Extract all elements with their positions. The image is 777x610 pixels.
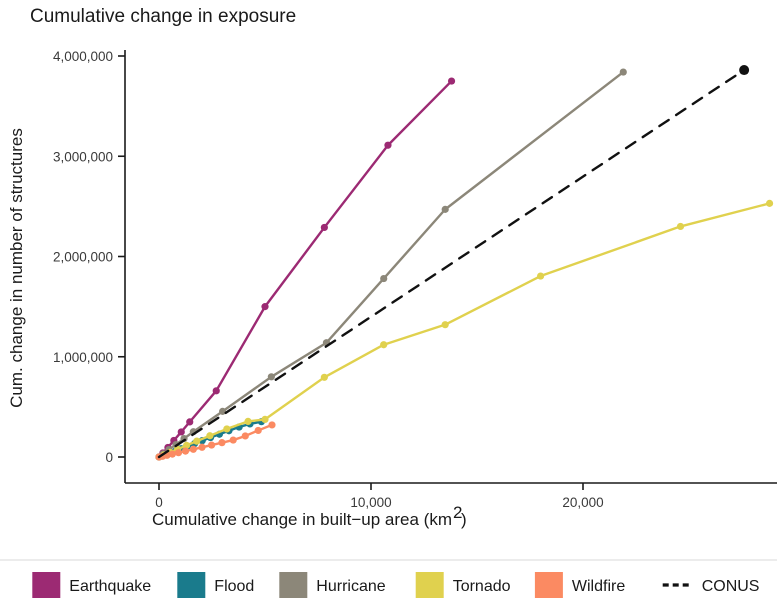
data-point-earthquake	[384, 141, 392, 149]
series-line-tornado	[157, 202, 771, 459]
x-tick-label: 0	[155, 495, 163, 510]
series-line-conus	[157, 68, 746, 459]
x-tick-label: 10,000	[350, 495, 391, 510]
legend-item-conus[interactable]: CONUS	[662, 578, 760, 595]
data-point-hurricane	[441, 205, 449, 213]
data-point-earthquake	[447, 77, 456, 85]
chart-title: Cumulative change in exposure	[30, 6, 296, 27]
data-point-tornado	[676, 222, 685, 231]
y-tick-label: 1,000,000	[53, 350, 113, 365]
legend-swatch-earthquake	[32, 572, 61, 598]
data-point-wildfire	[174, 449, 183, 457]
x-axis-title-main: Cumulative change in built−up area (km	[152, 510, 452, 529]
data-point-tornado	[244, 417, 252, 426]
series-conus	[157, 65, 750, 459]
legend-item-flood[interactable]: Flood	[177, 572, 254, 598]
data-point-wildfire	[229, 436, 237, 444]
x-tick-label: 20,000	[562, 495, 603, 510]
y-tick-label: 3,000,000	[53, 149, 113, 164]
data-point-earthquake	[261, 303, 269, 311]
data-point-hurricane	[380, 274, 388, 283]
data-point-tornado	[261, 415, 269, 424]
data-point-wildfire	[181, 447, 190, 455]
legend-label-flood: Flood	[214, 578, 254, 595]
legend-item-wildfire[interactable]: Wildfire	[534, 572, 625, 598]
y-tick-label: 0	[105, 450, 113, 465]
legend-swatch-tornado	[415, 572, 444, 598]
legend-item-tornado[interactable]: Tornado	[415, 572, 511, 598]
y-tick-label: 2,000,000	[53, 250, 113, 265]
svg-text:Cumulative change in built−up: Cumulative change in built−up area (km	[152, 510, 452, 529]
chart-legend: Earthquake Flood Hurricane Tornado Wildfire C…	[32, 572, 759, 598]
data-point-wildfire	[198, 443, 206, 451]
data-point-tornado	[206, 432, 214, 440]
data-point-hurricane	[619, 68, 627, 76]
data-point-earthquake	[186, 418, 194, 426]
y-axis-title: Cum. change in number of structures	[7, 128, 26, 408]
data-point-conus	[739, 65, 750, 76]
legend-item-hurricane[interactable]: Hurricane	[279, 572, 386, 598]
x-axis-ticks: 0 10,000 20,000	[155, 483, 604, 510]
legend-label-tornado: Tornado	[453, 578, 511, 595]
data-point-earthquake	[177, 428, 185, 436]
data-point-tornado	[441, 321, 449, 329]
data-point-wildfire	[189, 445, 197, 453]
legend-label-earthquake: Earthquake	[69, 578, 151, 595]
data-point-hurricane	[219, 407, 227, 415]
data-point-tornado	[380, 341, 388, 349]
y-tick-label: 4,000,000	[53, 49, 113, 64]
data-point-hurricane	[267, 373, 275, 381]
data-point-wildfire	[241, 432, 249, 440]
x-axis-title: Cumulative change in built−up area (km 2…	[152, 503, 467, 529]
data-point-tornado	[320, 373, 328, 381]
legend-swatch-flood	[177, 572, 206, 598]
x-axis-title-superscript: 2	[453, 503, 462, 522]
data-point-tornado	[537, 272, 545, 280]
plot-series-layer	[155, 65, 774, 461]
x-axis-title-tail: )	[461, 510, 467, 529]
data-point-tornado	[765, 199, 774, 207]
data-point-wildfire	[254, 426, 262, 435]
legend-label-wildfire: Wildfire	[572, 578, 625, 595]
legend-swatch-hurricane	[279, 572, 308, 598]
legend-item-earthquake[interactable]: Earthquake	[32, 572, 151, 598]
data-point-wildfire	[168, 450, 176, 458]
data-point-earthquake	[212, 387, 220, 395]
legend-label-hurricane: Hurricane	[316, 578, 385, 595]
data-point-wildfire	[207, 441, 216, 449]
legend-swatch-wildfire	[534, 572, 563, 598]
y-axis-ticks: 0 1,000,000 2,000,000 3,000,000 4,000,000	[53, 49, 125, 465]
data-point-earthquake	[320, 223, 328, 232]
data-point-tornado	[223, 425, 231, 433]
data-point-wildfire	[218, 439, 226, 447]
data-point-wildfire	[268, 421, 276, 429]
data-point-tornado	[193, 437, 201, 445]
legend-label-conus: CONUS	[702, 578, 760, 595]
data-point-tornado	[182, 441, 191, 449]
